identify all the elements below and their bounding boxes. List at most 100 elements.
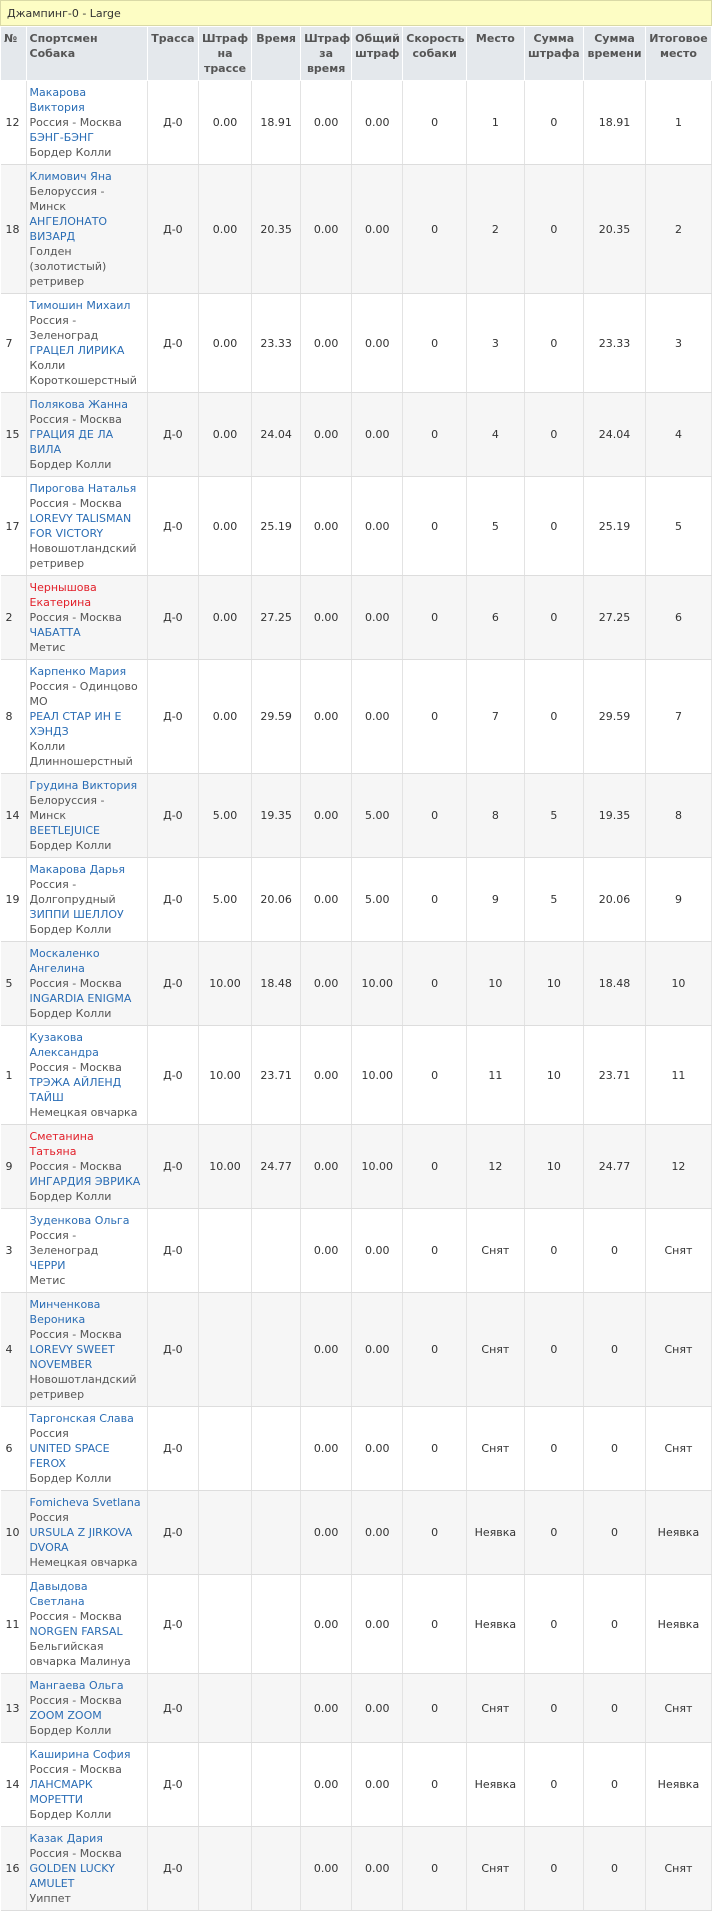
athlete-region: Россия - Москва <box>29 1610 122 1623</box>
cell-place: Снят <box>466 1292 525 1407</box>
athlete-link[interactable]: Сметанина Татьяна <box>29 1130 94 1158</box>
athlete-link[interactable]: Тимошин Михаил <box>29 299 131 312</box>
cell-penalty-track: 0.00 <box>198 575 253 660</box>
dog-link[interactable]: ZOOM ZOOM <box>29 1709 102 1722</box>
dog-link[interactable]: ТРЭЖА АЙЛЕНД ТАЙШ <box>29 1076 122 1104</box>
cell-final-place: 2 <box>645 164 712 294</box>
athlete-region: Россия - Москва <box>29 497 122 510</box>
cell-place: 10 <box>466 941 525 1026</box>
cell-total-penalty: 0.00 <box>351 1292 404 1407</box>
dog-link[interactable]: ЧЕРРИ <box>29 1259 66 1272</box>
cell-sum-penalty: 0 <box>524 1490 585 1575</box>
cell-sum-penalty: 0 <box>524 164 585 294</box>
cell-track: Д-0 <box>147 1124 199 1209</box>
dog-link[interactable]: URSULA Z JIRKOVA DVORA <box>29 1526 133 1554</box>
dog-link[interactable]: ЛАНСМАРК МОРЕТТИ <box>29 1778 93 1806</box>
results-table: № Спортсмен Собака Трасса Штраф на трасс… <box>0 26 712 1911</box>
athlete-link[interactable]: Таргонская Слава <box>29 1412 134 1425</box>
cell-sum-penalty: 0 <box>524 1292 585 1407</box>
athlete-link[interactable]: Климович Яна <box>29 170 112 183</box>
athlete-region: Россия - Москва <box>29 611 122 624</box>
dog-link[interactable]: ИНГАРДИЯ ЭВРИКА <box>29 1175 141 1188</box>
dog-link[interactable]: ГРАЦИЯ ДЕ ЛА ВИЛА <box>29 428 114 456</box>
cell-penalty-track <box>198 1292 253 1407</box>
dog-link[interactable]: BEETLEJUICE <box>29 824 100 837</box>
athlete-link[interactable]: Грудина Виктория <box>29 779 138 792</box>
cell-athlete-dog: Кузакова Александра Россия - Москва ТРЭЖА … <box>26 1025 148 1125</box>
athlete-region: Россия - Москва <box>29 1061 122 1074</box>
athlete-link[interactable]: Fomicheva Svetlana <box>29 1496 141 1509</box>
cell-athlete-dog: Макарова Виктория Россия - Москва БЭНГ-БЭН… <box>26 80 148 165</box>
athlete-link[interactable]: Давыдова Светлана <box>29 1580 88 1608</box>
table-row: 14 Грудина Виктория Белоруссия - Минск BEET… <box>0 773 712 858</box>
cell-sum-penalty: 10 <box>524 1124 585 1209</box>
cell-sum-time: 0 <box>583 1742 646 1827</box>
cell-time: 29.59 <box>251 659 302 774</box>
athlete-link[interactable]: Минченкова Вероника <box>29 1298 101 1326</box>
col-total-penalty: Общий штраф <box>351 26 404 81</box>
dog-link[interactable]: АНГЕЛОНАТО ВИЗАРД <box>29 215 108 243</box>
cell-num: 12 <box>0 80 27 165</box>
cell-total-penalty: 10.00 <box>351 1124 404 1209</box>
cell-num: 15 <box>0 392 27 477</box>
cell-total-penalty: 0.00 <box>351 659 404 774</box>
cell-speed: 0 <box>402 1490 468 1575</box>
table-row: 4 Минченкова Вероника Россия - Москва LOREV… <box>0 1292 712 1407</box>
athlete-link[interactable]: Карпенко Мария <box>29 665 127 678</box>
cell-place: 8 <box>466 773 525 858</box>
cell-athlete-dog: Минченкова Вероника Россия - Москва LOREVY… <box>26 1292 148 1407</box>
athlete-link[interactable]: Москаленко Ангелина <box>29 947 100 975</box>
dog-link[interactable]: LOREVY TALISMAN FOR VICTORY <box>29 512 132 540</box>
dog-breed: Бордер Колли <box>29 923 112 936</box>
athlete-link[interactable]: Макарова Виктория <box>29 86 87 114</box>
dog-link[interactable]: NORGEN FARSAL <box>29 1625 123 1638</box>
athlete-region: Россия - Москва <box>29 116 122 129</box>
table-row: 8 Карпенко Мария Россия - Одинцово МО РЕАЛ … <box>0 659 712 774</box>
cell-penalty-time: 0.00 <box>300 773 353 858</box>
cell-sum-time: 24.77 <box>583 1124 646 1209</box>
dog-breed: Уиппет <box>29 1892 71 1905</box>
cell-penalty-track: 0.00 <box>198 659 253 774</box>
athlete-link[interactable]: Кузакова Александра <box>29 1031 99 1059</box>
cell-penalty-track: 0.00 <box>198 80 253 165</box>
athlete-link[interactable]: Казак Дария <box>29 1832 103 1845</box>
table-row: 10 Fomicheva Svetlana Россия URSULA Z JIRKO… <box>0 1490 712 1575</box>
dog-link[interactable]: ГРАЦЕЛ ЛИРИКА <box>29 344 125 357</box>
table-row: 13 Мангаева Ольга Россия - Москва ZOOM ZOOM… <box>0 1673 712 1743</box>
dog-link[interactable]: GOLDEN LUCKY AMULET <box>29 1862 115 1890</box>
athlete-link[interactable]: Мангаева Ольга <box>29 1679 124 1692</box>
col-penalty-time: Штраф за время <box>300 26 353 81</box>
dog-link[interactable]: ЗИППИ ШЕЛЛОУ <box>29 908 124 921</box>
dog-link[interactable]: INGARDIA ENIGMA <box>29 992 132 1005</box>
cell-athlete-dog: Климович Яна Белоруссия - Минск АНГЕЛОНАТО… <box>26 164 148 294</box>
cell-total-penalty: 0.00 <box>351 164 404 294</box>
col-final-place: Итоговое место <box>644 26 712 81</box>
col-track: Трасса <box>146 26 199 81</box>
cell-speed: 0 <box>402 1292 468 1407</box>
athlete-link[interactable]: Пирогова Наталья <box>29 482 137 495</box>
cell-place: 1 <box>466 80 525 165</box>
cell-num: 17 <box>0 476 27 576</box>
cell-track: Д-0 <box>147 1025 199 1125</box>
cell-athlete-dog: Fomicheva Svetlana Россия URSULA Z JIRKOVA… <box>26 1490 148 1575</box>
dog-link[interactable]: БЭНГ-БЭНГ <box>29 131 94 144</box>
athlete-link[interactable]: Зуденкова Ольга <box>29 1214 130 1227</box>
cell-total-penalty: 0.00 <box>351 392 404 477</box>
cell-track: Д-0 <box>147 1208 199 1293</box>
table-row: 1 Кузакова Александра Россия - Москва ТРЭЖА… <box>0 1025 712 1125</box>
cell-total-penalty: 0.00 <box>351 476 404 576</box>
cell-penalty-time: 0.00 <box>300 1124 353 1209</box>
cell-total-penalty: 0.00 <box>351 1406 404 1491</box>
dog-breed: Бордер Колли <box>29 839 112 852</box>
dog-link[interactable]: РЕАЛ СТАР ИН Е ХЭНДЗ <box>29 710 122 738</box>
athlete-link[interactable]: Макарова Дарья <box>29 863 125 876</box>
dog-link[interactable]: LOREVY SWEET NOVEMBER <box>29 1343 115 1371</box>
dog-link[interactable]: UNITED SPACE FEROX <box>29 1442 110 1470</box>
athlete-link[interactable]: Полякова Жанна <box>29 398 128 411</box>
cell-track: Д-0 <box>147 1406 199 1491</box>
dog-breed: Новошотландский ретривер <box>29 542 137 570</box>
cell-sum-time: 0 <box>583 1490 646 1575</box>
athlete-link[interactable]: Чернышова Екатерина <box>29 581 97 609</box>
athlete-link[interactable]: Каширина София <box>29 1748 131 1761</box>
dog-link[interactable]: ЧАБАТТА <box>29 626 81 639</box>
